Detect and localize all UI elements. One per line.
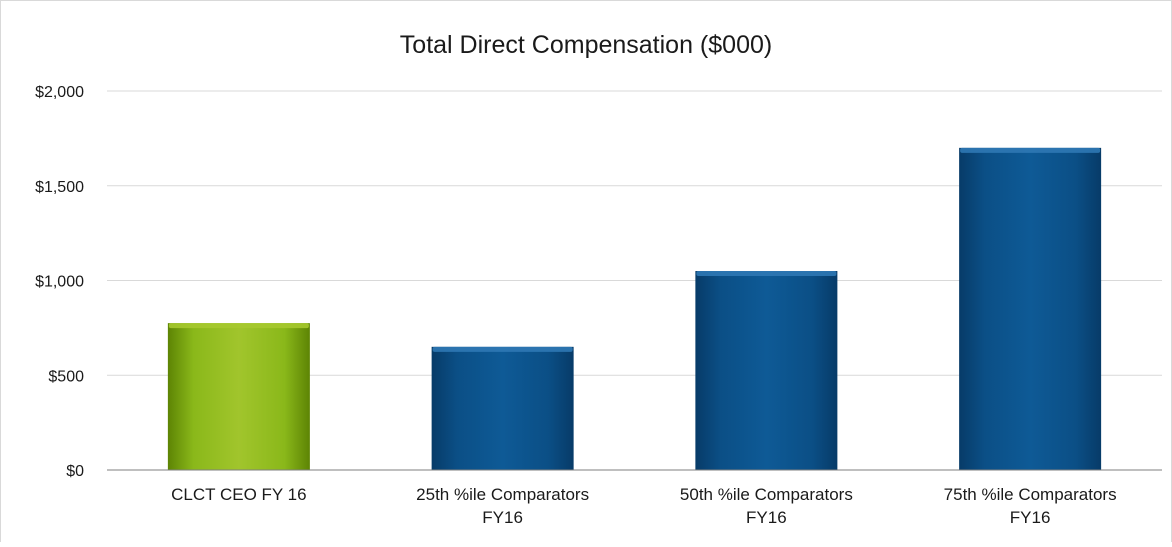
y-tick-label: $1,500: [35, 179, 84, 196]
x-tick-label: 75th %ile Comparators: [944, 485, 1117, 504]
bar: [695, 271, 838, 470]
x-tick-label: FY16: [482, 508, 523, 527]
frame-border-left: [0, 0, 1, 542]
x-tick-label: 50th %ile Comparators: [680, 485, 853, 504]
x-tick-label: CLCT CEO FY 16: [171, 485, 306, 504]
x-axis-category-labels: CLCT CEO FY 16 25th %ile Comparators FY16 5…: [171, 485, 1116, 527]
bar-group: [959, 147, 1102, 470]
chart-title: Total Direct Compensation ($000): [400, 31, 772, 59]
bars: [167, 147, 1102, 470]
y-tick-label: $1,000: [35, 274, 84, 291]
bar: [431, 346, 574, 470]
x-tick-label: FY16: [746, 508, 787, 527]
y-axis-tick-labels: $0 $500 $1,000 $1,500 $2,000: [35, 84, 84, 480]
bar-top-bevel: [960, 147, 1101, 153]
frame-border-top: [0, 0, 1172, 1]
bar-group: [431, 346, 574, 470]
bar-top-bevel: [696, 271, 837, 277]
bar: [959, 147, 1102, 470]
bar-top-bevel: [432, 346, 573, 352]
y-tick-label: $0: [66, 463, 84, 480]
bar-group: [167, 323, 310, 470]
bar-group: [695, 271, 838, 470]
bar: [167, 323, 310, 470]
y-tick-label: $2,000: [35, 84, 84, 101]
y-tick-label: $500: [48, 368, 84, 385]
x-tick-label: FY16: [1010, 508, 1051, 527]
x-tick-label: 25th %ile Comparators: [416, 485, 589, 504]
bar-top-bevel: [168, 323, 309, 329]
